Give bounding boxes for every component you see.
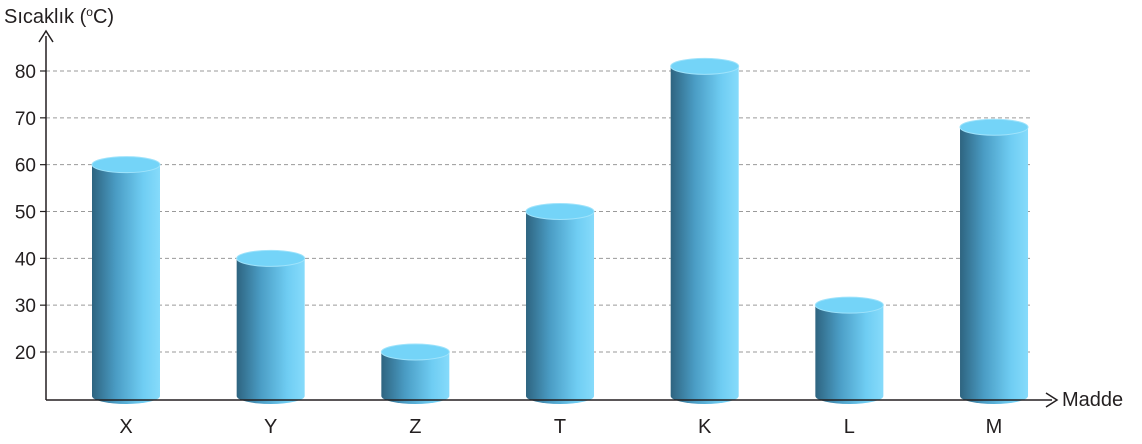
y-tick-label: 70: [15, 109, 36, 130]
y-tick-label: 50: [15, 203, 36, 224]
bar-body: [381, 352, 450, 404]
bar-body: [815, 305, 884, 404]
y-tick-label: 80: [15, 62, 36, 83]
bar-body: [236, 258, 305, 404]
x-category-label: L: [844, 416, 855, 438]
bar-Y: [236, 249, 306, 404]
bar-L: [814, 296, 884, 404]
y-tick-label: 40: [15, 249, 36, 270]
y-axis-title: Sıcaklık (oC): [4, 5, 114, 28]
y-tick-label: 20: [15, 343, 36, 364]
bar-top: [380, 343, 450, 361]
x-category-label: T: [554, 416, 566, 438]
x-axis-arrow: [1045, 392, 1059, 408]
x-category-label: K: [698, 416, 712, 438]
bar-M: [959, 118, 1029, 404]
bar-body: [526, 211, 595, 404]
y-axis-arrow: [38, 29, 54, 43]
bar-body: [670, 66, 739, 405]
x-category-label: M: [986, 416, 1003, 438]
bar-X: [91, 156, 161, 404]
bar-body: [960, 127, 1029, 404]
bar-top: [91, 156, 161, 174]
x-category-label: Z: [409, 416, 421, 438]
bar-body: [92, 164, 160, 404]
bar-top: [959, 118, 1029, 136]
bar-top: [814, 296, 884, 314]
y-tick-label: 30: [15, 296, 36, 317]
bars: [91, 57, 1029, 405]
bar-top: [525, 203, 595, 220]
bar-top: [670, 57, 740, 75]
y-tick-labels: 20 30 40 50 60 70 80: [15, 62, 46, 364]
y-tick-label: 60: [15, 156, 36, 177]
bar-K: [670, 57, 740, 405]
x-category-label: Y: [264, 416, 277, 438]
bar-top: [236, 249, 306, 267]
x-axis-title: Madde: [1062, 389, 1123, 411]
axes: [38, 29, 1059, 408]
bar-Z: [380, 343, 450, 404]
bar-T: [525, 203, 595, 404]
x-category-label: X: [119, 416, 132, 438]
